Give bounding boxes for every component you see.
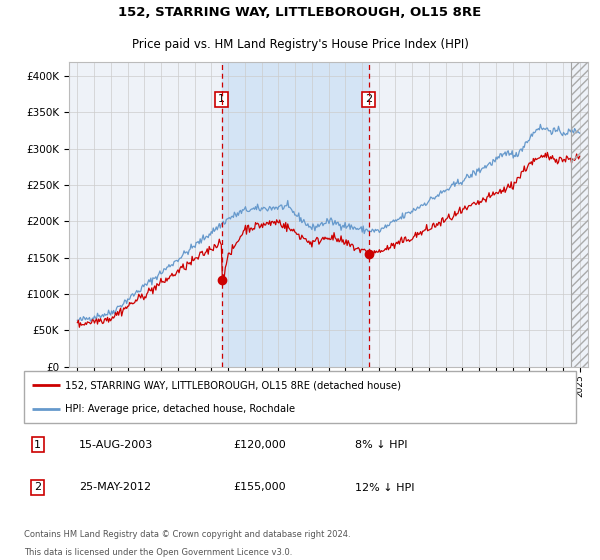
- Text: 1: 1: [218, 95, 225, 104]
- Text: £155,000: £155,000: [234, 483, 286, 492]
- Bar: [571, 62, 588, 367]
- Text: 2: 2: [34, 483, 41, 492]
- Text: Price paid vs. HM Land Registry's House Price Index (HPI): Price paid vs. HM Land Registry's House …: [131, 38, 469, 50]
- Text: This data is licensed under the Open Government Licence v3.0.: This data is licensed under the Open Gov…: [24, 548, 292, 557]
- Bar: [222, 62, 368, 367]
- Text: HPI: Average price, detached house, Rochdale: HPI: Average price, detached house, Roch…: [65, 404, 296, 414]
- Text: £120,000: £120,000: [234, 440, 287, 450]
- Bar: [571, 62, 588, 367]
- Text: 152, STARRING WAY, LITTLEBOROUGH, OL15 8RE (detached house): 152, STARRING WAY, LITTLEBOROUGH, OL15 8…: [65, 380, 401, 390]
- Text: 1: 1: [34, 440, 41, 450]
- Text: 15-AUG-2003: 15-AUG-2003: [79, 440, 154, 450]
- Text: Contains HM Land Registry data © Crown copyright and database right 2024.: Contains HM Land Registry data © Crown c…: [24, 530, 350, 539]
- Text: 25-MAY-2012: 25-MAY-2012: [79, 483, 151, 492]
- Text: 8% ↓ HPI: 8% ↓ HPI: [355, 440, 408, 450]
- FancyBboxPatch shape: [24, 371, 576, 423]
- Text: 2: 2: [365, 95, 372, 104]
- Text: 12% ↓ HPI: 12% ↓ HPI: [355, 483, 415, 492]
- Text: 152, STARRING WAY, LITTLEBOROUGH, OL15 8RE: 152, STARRING WAY, LITTLEBOROUGH, OL15 8…: [118, 6, 482, 20]
